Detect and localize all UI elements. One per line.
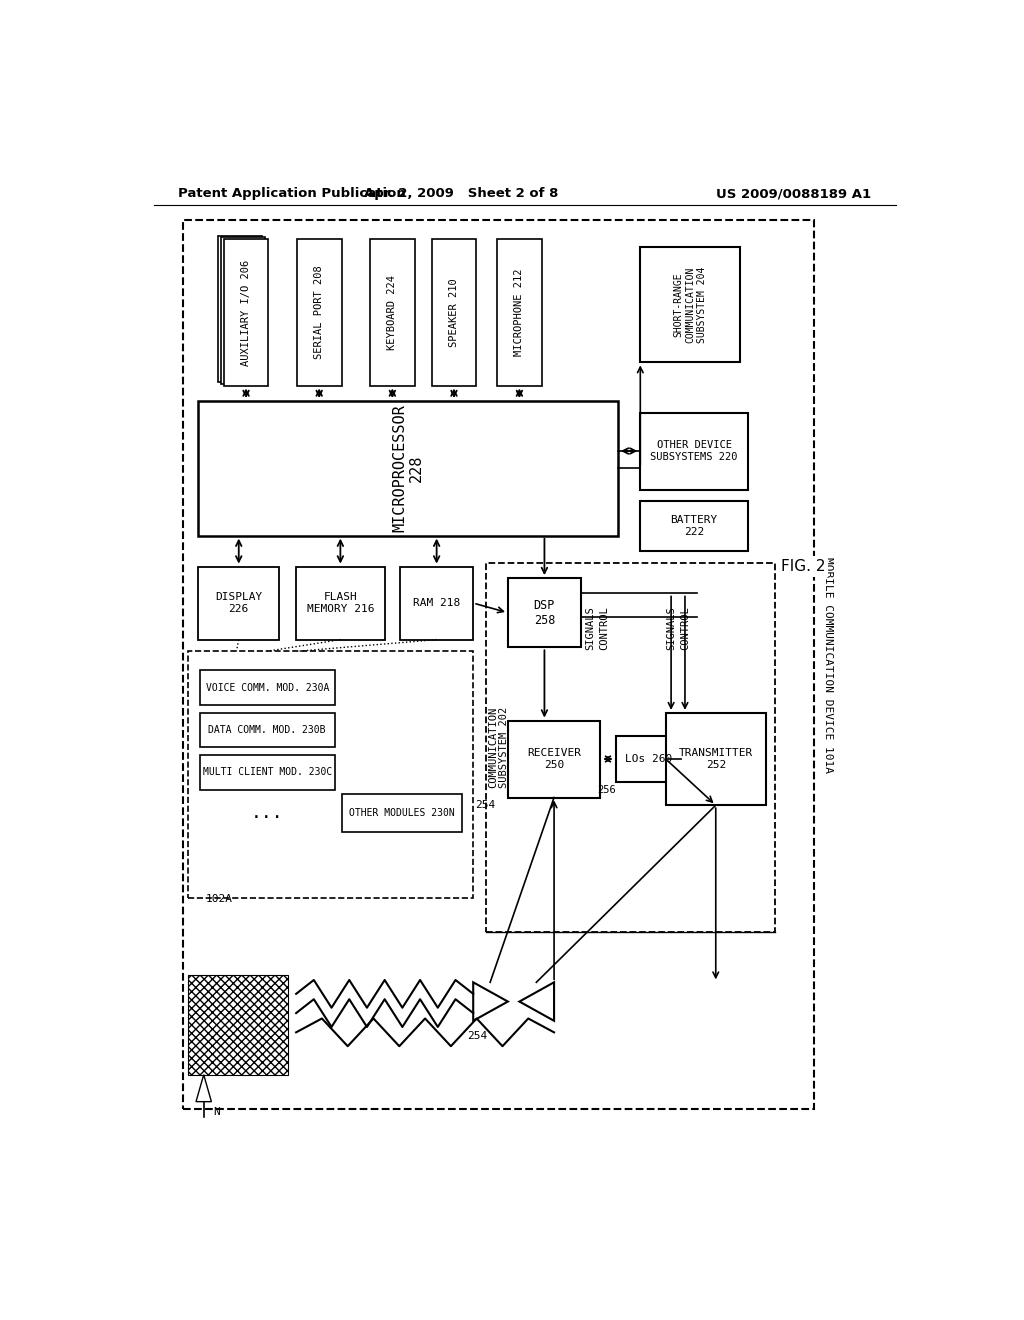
Bar	[640, 502, 749, 552]
Text: CONTROL: CONTROL	[680, 606, 690, 649]
Bar	[486, 562, 775, 932]
Bar	[183, 220, 814, 1109]
Bar	[200, 671, 335, 705]
Text: SHORT-RANGE
COMMUNICATION
SUBSYSTEM 204: SHORT-RANGE COMMUNICATION SUBSYSTEM 204	[674, 267, 707, 343]
Bar	[199, 566, 280, 640]
Text: DISPLAY
226: DISPLAY 226	[215, 593, 262, 614]
Bar	[342, 793, 462, 832]
Bar	[615, 737, 681, 781]
Text: SPEAKER 210: SPEAKER 210	[449, 279, 459, 347]
Bar	[640, 247, 740, 363]
Text: FLASH
MEMORY 216: FLASH MEMORY 216	[306, 593, 374, 614]
Bar	[497, 239, 542, 385]
Bar	[666, 713, 766, 805]
Text: 256: 256	[597, 785, 615, 795]
Bar	[296, 566, 385, 640]
Text: N: N	[213, 1106, 220, 1117]
Bar	[640, 412, 749, 490]
Text: LOs 260: LOs 260	[625, 754, 672, 764]
Text: MICROPROCESSOR
228: MICROPROCESSOR 228	[392, 404, 424, 532]
Text: SIGNALS: SIGNALS	[586, 606, 595, 649]
Text: MULTI CLIENT MOD. 230C: MULTI CLIENT MOD. 230C	[203, 767, 332, 777]
Bar	[217, 235, 262, 381]
Polygon shape	[196, 1074, 211, 1102]
Text: RECEIVER
250: RECEIVER 250	[527, 748, 581, 770]
Bar	[200, 713, 335, 747]
Bar	[508, 721, 600, 797]
Polygon shape	[473, 982, 508, 1020]
Text: SERIAL PORT 208: SERIAL PORT 208	[314, 265, 325, 359]
Text: US 2009/0088189 A1: US 2009/0088189 A1	[716, 187, 870, 201]
Bar	[370, 239, 415, 385]
Text: FIG. 2: FIG. 2	[781, 558, 825, 574]
Bar	[400, 566, 473, 640]
Text: OTHER MODULES 230N: OTHER MODULES 230N	[349, 808, 455, 818]
Text: 254: 254	[467, 1031, 487, 1041]
Text: AUXILIARY I/O 206: AUXILIARY I/O 206	[241, 259, 251, 366]
Text: MOBILE COMMUNICATION DEVICE 101A: MOBILE COMMUNICATION DEVICE 101A	[823, 557, 834, 772]
Bar	[220, 238, 265, 384]
Bar	[223, 239, 268, 385]
Text: KEYBOARD 224: KEYBOARD 224	[387, 275, 397, 350]
Text: ...: ...	[251, 804, 284, 822]
Text: 254: 254	[475, 800, 496, 810]
Text: CONTROL: CONTROL	[599, 606, 609, 649]
Text: SIGNALS: SIGNALS	[666, 606, 676, 649]
Bar	[188, 651, 473, 898]
Bar	[200, 755, 335, 789]
Text: VOICE COMM. MOD. 230A: VOICE COMM. MOD. 230A	[206, 682, 329, 693]
Text: COMMUNICATION
SUBSYSTEM 202: COMMUNICATION SUBSYSTEM 202	[487, 706, 509, 788]
Text: DSP
258: DSP 258	[534, 599, 555, 627]
Bar	[508, 578, 581, 647]
Text: MICROPHONE 212: MICROPHONE 212	[514, 269, 524, 356]
Text: DATA COMM. MOD. 230B: DATA COMM. MOD. 230B	[209, 725, 326, 735]
Text: TRANSMITTER
252: TRANSMITTER 252	[679, 748, 753, 770]
Text: Apr. 2, 2009   Sheet 2 of 8: Apr. 2, 2009 Sheet 2 of 8	[365, 187, 559, 201]
Polygon shape	[188, 974, 289, 1074]
Text: 102A: 102A	[205, 894, 232, 904]
Bar	[297, 239, 342, 385]
Text: BATTERY
222: BATTERY 222	[671, 515, 718, 537]
Text: OTHER DEVICE
SUBSYSTEMS 220: OTHER DEVICE SUBSYSTEMS 220	[650, 440, 738, 462]
Bar	[199, 401, 617, 536]
Bar	[432, 239, 476, 385]
Text: RAM 218: RAM 218	[413, 598, 460, 609]
Text: Patent Application Publication: Patent Application Publication	[178, 187, 407, 201]
Polygon shape	[519, 982, 554, 1020]
